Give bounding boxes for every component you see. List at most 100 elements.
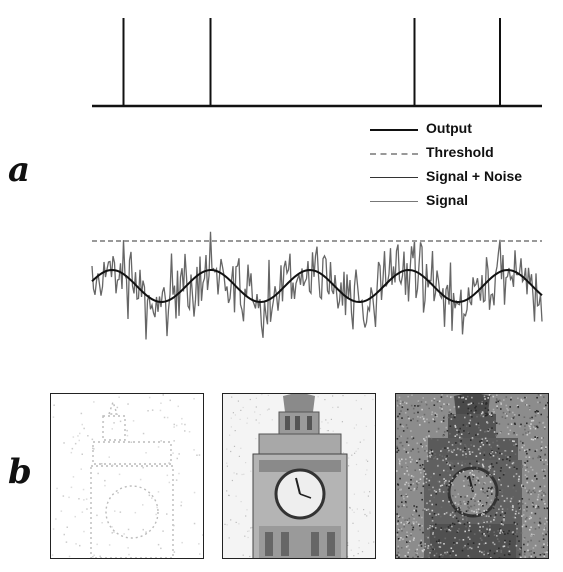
noise-speck [548, 493, 549, 495]
noise-speck [512, 417, 515, 419]
noise-speck [461, 397, 463, 399]
noise-speck [399, 463, 401, 466]
noise-speck [102, 421, 105, 423]
noise-speck [411, 436, 413, 438]
noise-speck [456, 530, 459, 533]
noise-speck [433, 536, 436, 538]
noise-speck [398, 458, 400, 460]
noise-speck [541, 447, 543, 449]
noise-speck [193, 491, 196, 494]
noise-speck [396, 513, 398, 515]
noise-speck [483, 543, 486, 545]
noise-speck [423, 438, 425, 440]
noise-speck [60, 510, 63, 512]
noise-speck [434, 527, 437, 529]
noise-speck [532, 505, 535, 508]
noise-speck [497, 499, 499, 501]
noise-speck [474, 484, 476, 486]
noise-speck [433, 496, 436, 499]
noise-speck [514, 516, 517, 519]
noise-speck [423, 475, 425, 478]
noise-speck [530, 550, 533, 552]
noise-speck [180, 504, 182, 507]
noise-speck [453, 416, 456, 418]
noise-speck [471, 437, 474, 439]
noise-speck [431, 450, 434, 453]
noise-speck [403, 523, 405, 526]
noise-speck [337, 406, 339, 408]
noise-speck [501, 495, 504, 497]
noise-speck [459, 512, 462, 514]
noise-speck [429, 500, 431, 502]
noise-speck [474, 495, 476, 497]
noise-speck [181, 541, 183, 544]
noise-speck [528, 550, 531, 553]
noise-speck [444, 447, 446, 449]
noise-speck [501, 491, 503, 494]
noise-speck [327, 422, 329, 424]
noise-speck [540, 413, 542, 416]
noise-speck [70, 451, 73, 454]
noise-speck [449, 409, 452, 411]
noise-speck [450, 396, 452, 398]
noise-speck [403, 525, 405, 528]
noise-speck [359, 441, 361, 443]
noise-speck [142, 466, 144, 469]
noise-speck [353, 511, 355, 513]
noise-speck [83, 427, 85, 430]
noise-speck [509, 439, 511, 441]
noise-speck [468, 556, 471, 558]
noise-speck [439, 490, 441, 493]
noise-speck [480, 412, 483, 415]
noise-speck [531, 479, 533, 482]
noise-speck [459, 395, 462, 398]
noise-speck [481, 401, 484, 403]
noise-speck [407, 482, 410, 485]
noise-speck [537, 496, 539, 498]
noise-speck [457, 493, 460, 495]
noise-speck [493, 411, 495, 413]
noise-speck [518, 502, 520, 504]
noise-speck [352, 522, 354, 524]
noise-speck [445, 484, 448, 487]
noise-speck [509, 553, 511, 556]
noise-speck [464, 416, 466, 419]
noise-speck [538, 490, 541, 492]
noise-speck [489, 515, 492, 517]
noise-speck [497, 400, 499, 403]
noise-speck [482, 491, 484, 493]
noise-speck [467, 407, 470, 410]
noise-speck [514, 523, 517, 525]
noise-speck [534, 528, 537, 530]
noise-speck [486, 521, 488, 523]
noise-speck [524, 502, 527, 505]
noise-speck [538, 526, 540, 529]
noise-speck [438, 400, 441, 402]
noise-speck [398, 554, 401, 556]
noise-speck [457, 508, 459, 511]
noise-speck [400, 488, 402, 491]
noise-speck [481, 476, 484, 478]
noise-speck [522, 514, 525, 516]
noise-speck [459, 472, 461, 474]
noise-speck [459, 448, 462, 451]
noise-speck [429, 513, 431, 515]
noise-speck [462, 480, 465, 482]
noise-speck [527, 470, 530, 473]
noise-speck [162, 530, 164, 532]
noise-speck [489, 456, 492, 459]
noise-speck [547, 470, 548, 472]
noise-speck [324, 399, 326, 401]
tower-image-high-noise [395, 393, 549, 559]
noise-speck [450, 468, 452, 470]
noise-speck [498, 547, 500, 550]
noise-speck [464, 447, 466, 449]
noise-speck [397, 528, 400, 531]
noise-speck [127, 528, 130, 531]
noise-speck [529, 515, 531, 518]
noise-speck [63, 533, 65, 536]
noise-speck [430, 543, 432, 546]
noise-speck [454, 424, 456, 427]
noise-speck [403, 504, 405, 507]
noise-speck [53, 404, 55, 406]
